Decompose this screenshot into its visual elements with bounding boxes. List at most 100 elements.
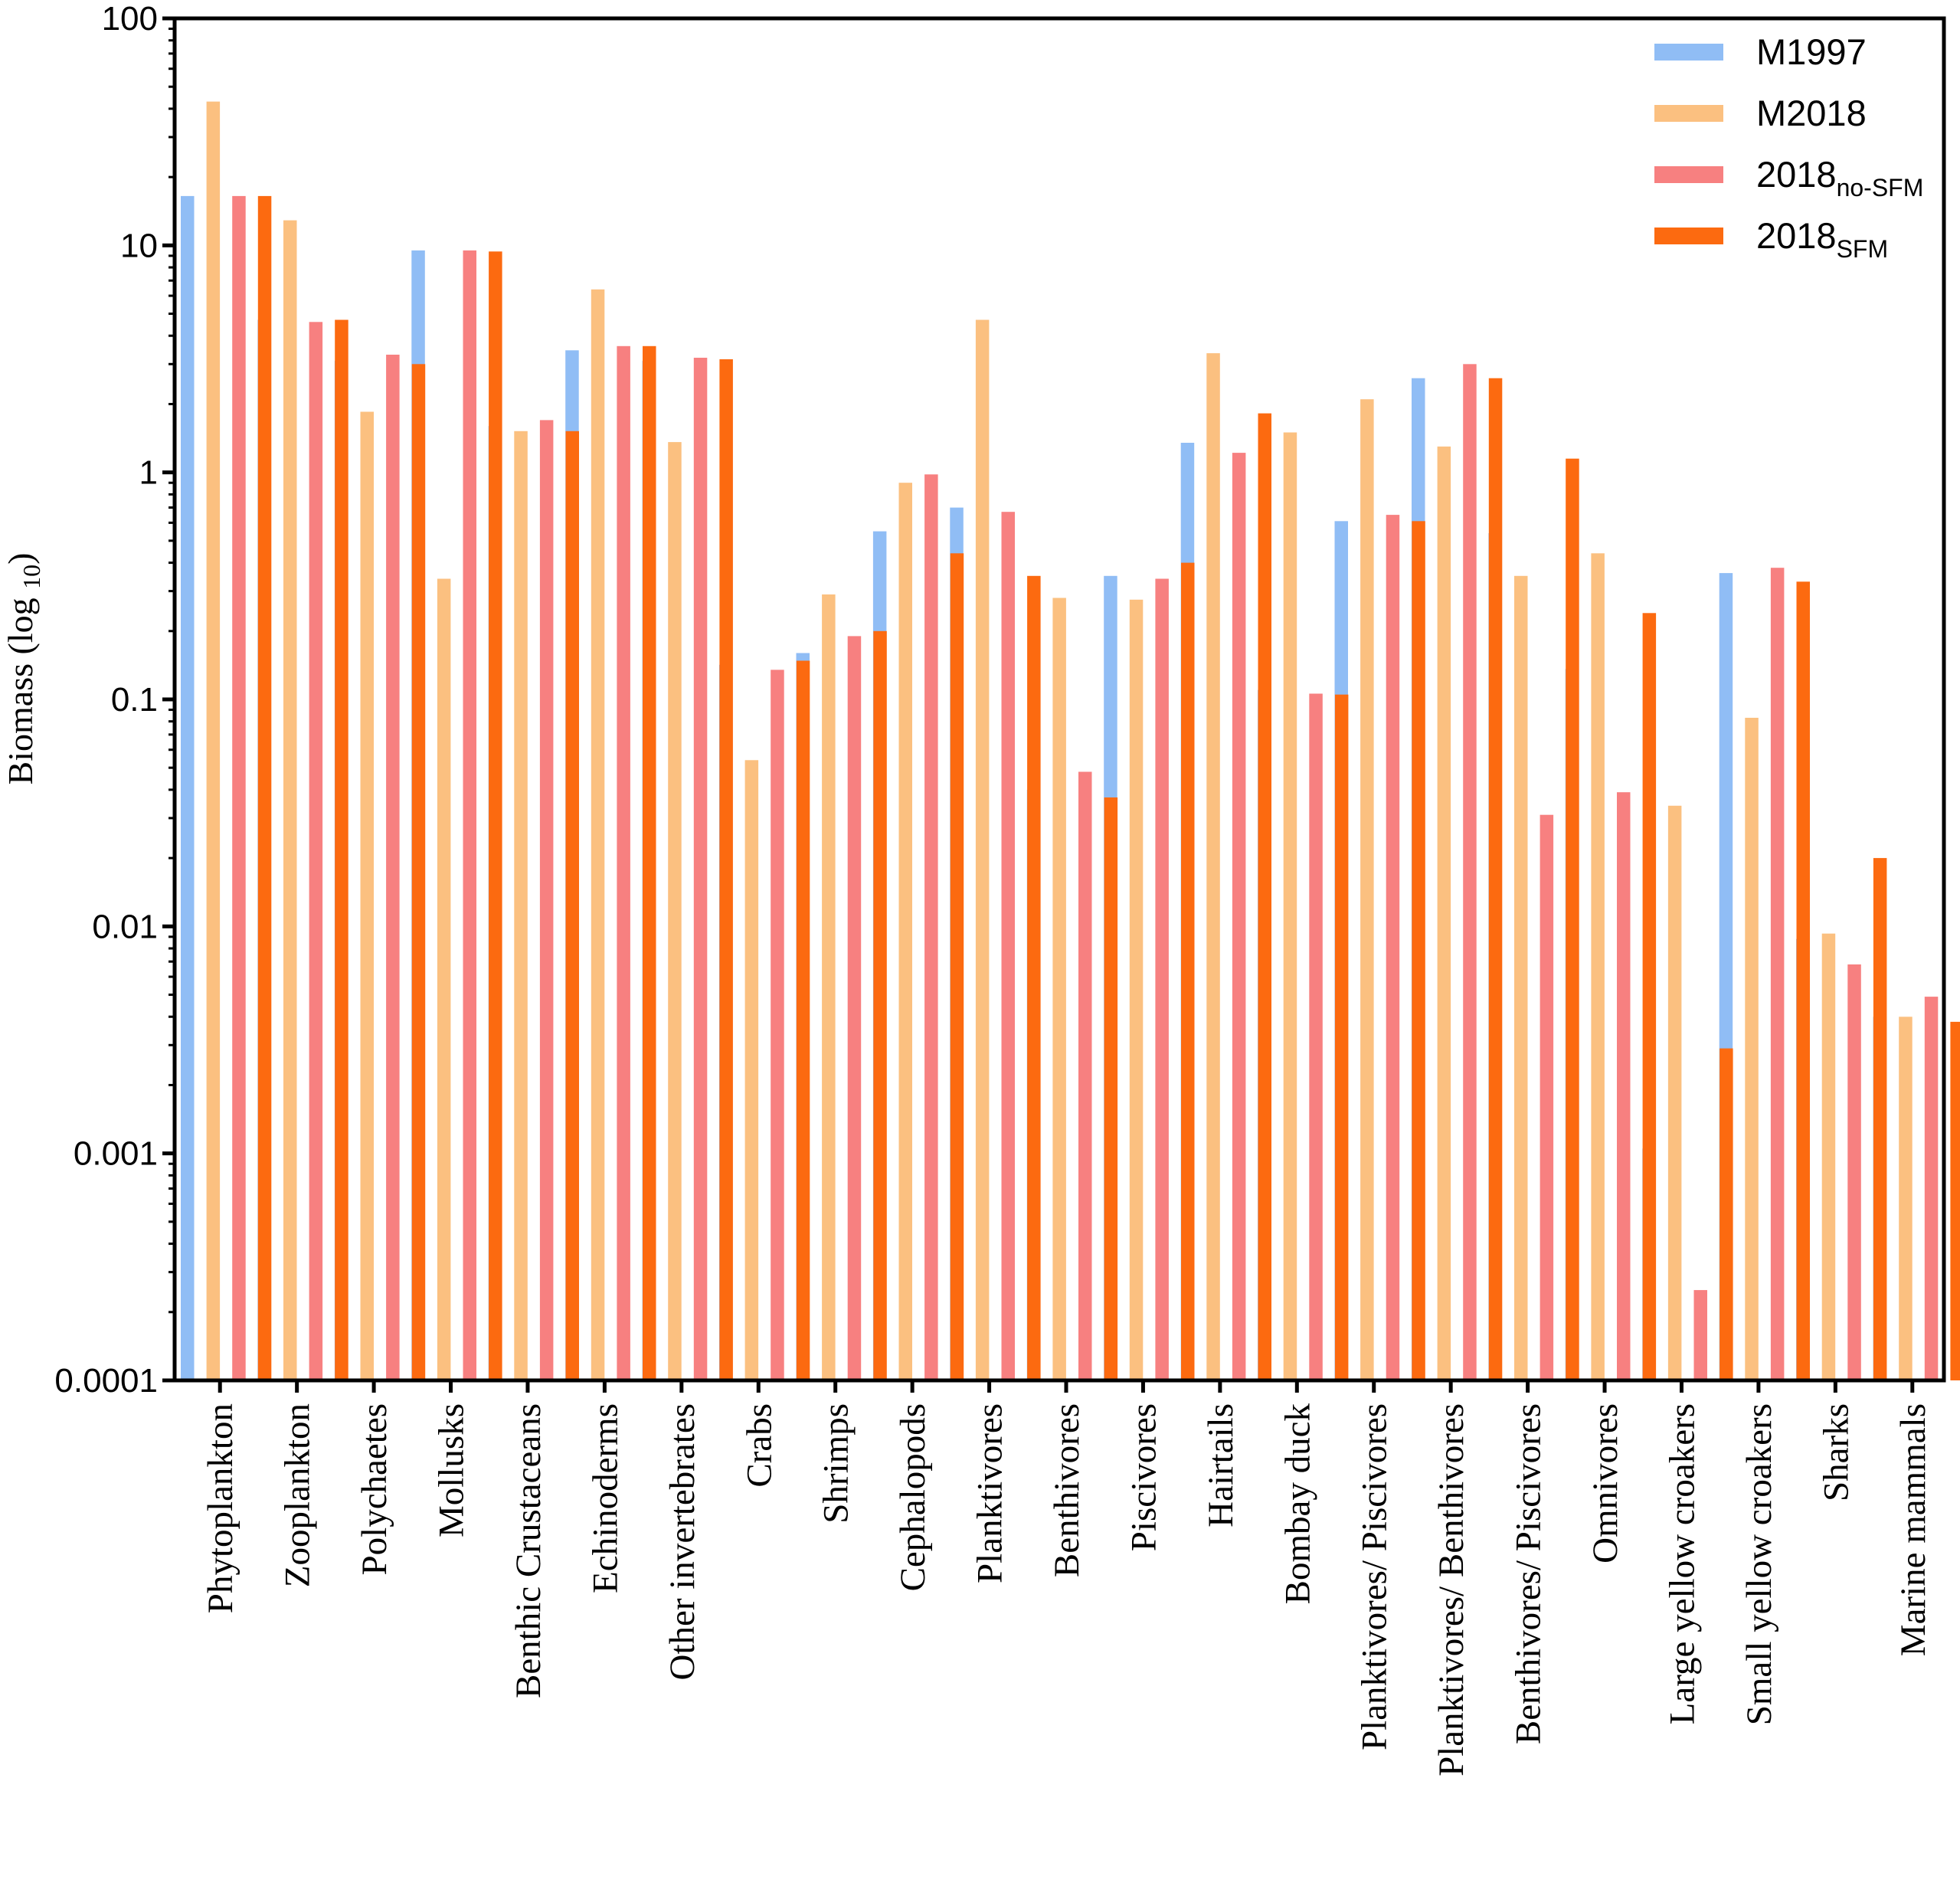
y-axis-title: Biomass (log 10) [1, 553, 45, 785]
labels-layer: 100 10 1 0.1 0.01 0.001 0.0001 Phytoplankton Zoo… [1, 0, 1933, 1776]
x-tick-label-planktivores: Planktivores [970, 1403, 1010, 1583]
legend-swatch-2018sfm [1654, 228, 1723, 244]
bar-2018no-sfm-polychaetes [386, 355, 400, 1380]
bar-2018no-sfm-other-invertebrates [693, 358, 708, 1380]
bar-m2018-other-invertebrates [668, 442, 682, 1380]
bar-2018sfm-piscivores [1181, 562, 1195, 1380]
y-axis-title-main: Biomass (log [1, 589, 40, 785]
x-tick-label-bombay-duck: Bombay duck [1278, 1403, 1317, 1605]
axes-layer [162, 16, 1946, 1393]
bar-m2018-planktivores-piscivores [1360, 399, 1374, 1381]
y-tick-label: 1 [139, 454, 158, 492]
x-tick-label-crabs: Crabs [739, 1403, 779, 1488]
legend-label-sub: SFM [1837, 235, 1889, 263]
bar-2018no-sfm-hairtails [1232, 453, 1246, 1380]
legend-label-main: 2018 [1756, 154, 1837, 195]
y-tick-label: 0.1 [111, 681, 158, 719]
legend-swatch-m1997 [1654, 44, 1723, 61]
y-tick-label: 0.001 [74, 1135, 158, 1173]
x-tick-label-planktivores-benthivores: Planktivores/ Benthivores [1432, 1403, 1471, 1776]
x-tick-label-marine-mammals: Marine mammals [1893, 1403, 1933, 1656]
bar-2018no-sfm-benthic-crustaceans [539, 420, 554, 1380]
bar-m2018-large-yellow-croakers [1667, 805, 1682, 1380]
legend-label-sub: no-SFM [1837, 174, 1924, 201]
bar-2018sfm-small-yellow-croakers [1796, 581, 1810, 1380]
bar-m2018-piscivores [1129, 599, 1144, 1380]
bar-2018sfm-polychaetes [411, 364, 426, 1380]
bar-m2018-phytoplankton [206, 101, 221, 1381]
bars-layer [181, 101, 1960, 1381]
bar-2018no-sfm-echinoderms [617, 345, 630, 1380]
x-tick-label-small-yellow-croakers: Small yellow croakers [1739, 1403, 1779, 1725]
legend-label-main: M1997 [1756, 31, 1867, 72]
bar-m2018-hairtails [1206, 353, 1220, 1381]
x-tick-label-benthivores-piscivores: Benthivores/ Piscivores [1509, 1403, 1549, 1744]
bar-2018no-sfm-planktivores-piscivores [1386, 515, 1400, 1380]
bar-2018sfm-omnivores [1642, 613, 1657, 1380]
x-tick-label-planktivores-piscivores: Planktivores/ Piscivores [1355, 1403, 1395, 1750]
bar-2018no-sfm-small-yellow-croakers [1770, 568, 1785, 1381]
bar-m2018-mollusks [437, 578, 451, 1380]
y-tick-label: 10 [120, 227, 158, 264]
bar-2018sfm-benthic-crustaceans [565, 431, 579, 1380]
x-tick-label-other-invertebrates: Other invertebrates [663, 1403, 702, 1680]
bar-m2018-shrimps [822, 594, 836, 1380]
bar-2018sfm-other-invertebrates [719, 359, 733, 1380]
legend-label-2018sfm: 2018SFM [1756, 215, 1888, 263]
bar-m2018-bombay-duck [1283, 432, 1297, 1380]
bar-2018no-sfm-planktivores [1001, 512, 1015, 1381]
bar-m2018-planktivores [975, 319, 990, 1380]
x-tick-label-shrimps: Shrimps [816, 1403, 856, 1524]
bar-2018sfm-shrimps [873, 630, 887, 1380]
legend-label-main: 2018 [1756, 215, 1837, 256]
bar-2018no-sfm-mollusks [463, 250, 476, 1380]
bar-m2018-benthivores [1052, 598, 1066, 1380]
bar-m2018-sharks [1821, 933, 1836, 1380]
bar-2018no-sfm-benthivores-piscivores [1540, 814, 1554, 1380]
bar-2018no-sfm-large-yellow-croakers [1693, 1290, 1707, 1380]
bar-m2018-polychaetes [360, 411, 374, 1380]
x-tick-label-cephalopods: Cephalopods [893, 1403, 933, 1591]
y-tick-label: 0.01 [92, 908, 158, 945]
bar-m2018-zooplankton [283, 220, 297, 1381]
legend-label-m1997: M1997 [1756, 31, 1867, 72]
bar-2018sfm-phytoplankton [257, 195, 272, 1380]
y-axis-title-sub: 10 [18, 565, 45, 589]
bar-2018sfm-echinoderms [643, 345, 656, 1380]
bar-2018sfm-planktivores-benthivores [1488, 378, 1503, 1381]
bar-2018no-sfm-shrimps [847, 636, 862, 1380]
bar-m2018-omnivores [1591, 553, 1605, 1380]
bar-2018sfm-mollusks [489, 251, 502, 1380]
bar-m2018-crabs [744, 760, 759, 1380]
legend-label-main: M2018 [1756, 93, 1867, 133]
bar-2018sfm-cephalopods [950, 553, 964, 1380]
bar-2018sfm-benthivores-piscivores [1566, 458, 1579, 1381]
bar-2018sfm-hairtails [1258, 413, 1271, 1380]
bar-2018sfm-sharks [1873, 858, 1887, 1380]
x-tick-label-piscivores: Piscivores [1124, 1403, 1163, 1551]
bar-2018no-sfm-bombay-duck [1309, 693, 1323, 1380]
bar-2018no-sfm-marine-mammals [1924, 997, 1939, 1380]
x-tick-label-benthic-crustaceans: Benthic Crustaceans [509, 1403, 548, 1698]
bar-2018sfm-planktivores [1027, 575, 1041, 1380]
x-tick-label-omnivores: Omnivores [1585, 1403, 1625, 1563]
bar-2018no-sfm-planktivores-benthivores [1463, 364, 1477, 1380]
bar-m2018-echinoderms [591, 289, 605, 1380]
bar-m1997-phytoplankton [181, 195, 195, 1380]
x-tick-label-benthivores: Benthivores [1047, 1403, 1087, 1577]
y-tick-label: 100 [102, 0, 158, 38]
bar-m2018-benthivores-piscivores [1514, 575, 1528, 1380]
bar-2018sfm-planktivores-piscivores [1412, 521, 1425, 1380]
legend-label-2018no-sfm: 2018no-SFM [1756, 154, 1923, 201]
x-tick-label-hairtails: Hairtails [1201, 1403, 1241, 1527]
bar-2018no-sfm-zooplankton [309, 322, 323, 1380]
bar-2018no-sfm-piscivores [1155, 578, 1169, 1380]
legend-label-m2018: M2018 [1756, 93, 1867, 133]
bar-2018no-sfm-omnivores [1617, 792, 1631, 1380]
bar-2018sfm-zooplankton [335, 319, 348, 1380]
legend-swatch-m2018 [1654, 105, 1723, 122]
x-tick-label-polychaetes: Polychaetes [355, 1403, 394, 1576]
bar-2018sfm-large-yellow-croakers [1719, 1048, 1733, 1380]
